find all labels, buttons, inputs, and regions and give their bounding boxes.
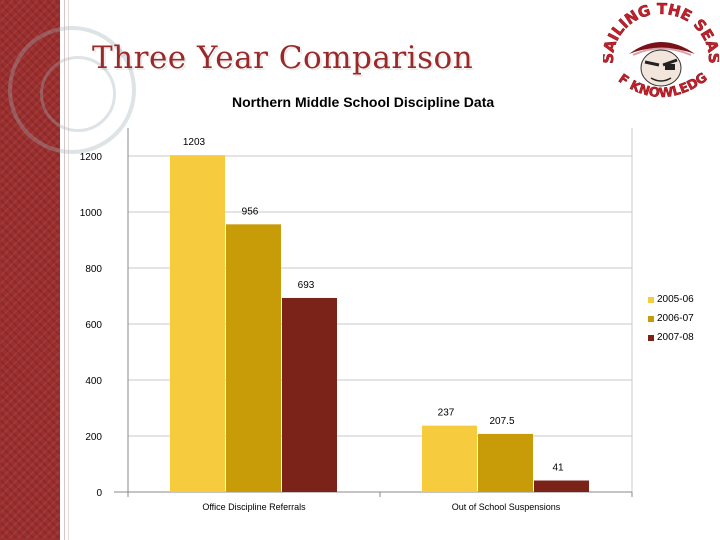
decorative-circle [40,56,116,132]
data-label: 1203 [183,137,206,148]
category-label: Out of School Suspensions [452,502,561,512]
category-label: Office Discipline Referrals [202,502,306,512]
bar [478,433,533,492]
legend-swatch [648,296,654,303]
pirate-logo: SAILING THE SEAS OF KNOWLEDGE [603,2,719,102]
y-tick-label: 0 [96,488,102,499]
chart-title: Northern Middle School Discipline Data [232,94,495,110]
slide-title-shadow: Three Year Comparison [94,42,476,78]
legend-label: 2007-08 [657,332,694,343]
bar [422,425,477,492]
legend-swatch [648,334,654,341]
decorative-rule [68,0,69,540]
data-label: 956 [242,206,259,217]
data-label: 693 [298,280,315,291]
decorative-circle [8,26,136,154]
chart-legend: 2005-06 2006-07 2007-08 [648,290,694,347]
legend-item: 2007-08 [648,328,694,347]
legend-label: 2006-07 [657,313,694,324]
y-tick-label: 1000 [80,208,103,219]
y-tick-label: 1200 [80,152,103,163]
legend-swatch [648,315,654,322]
bar [282,297,337,492]
data-label: 41 [552,463,564,474]
data-label: 237 [438,408,455,419]
legend-label: 2005-06 [657,294,694,305]
y-tick-label: 600 [85,320,102,331]
y-tick-label: 400 [85,376,102,387]
y-tick-label: 200 [85,432,102,443]
bar [534,480,589,492]
decorative-rule [64,0,65,540]
bar [226,224,281,492]
legend-item: 2006-07 [648,309,694,328]
legend-item: 2005-06 [648,290,694,309]
data-label: 207.5 [489,416,514,427]
slide-title: Three Year Comparison [92,40,474,76]
bar [170,155,225,492]
y-tick-label: 800 [85,264,102,275]
